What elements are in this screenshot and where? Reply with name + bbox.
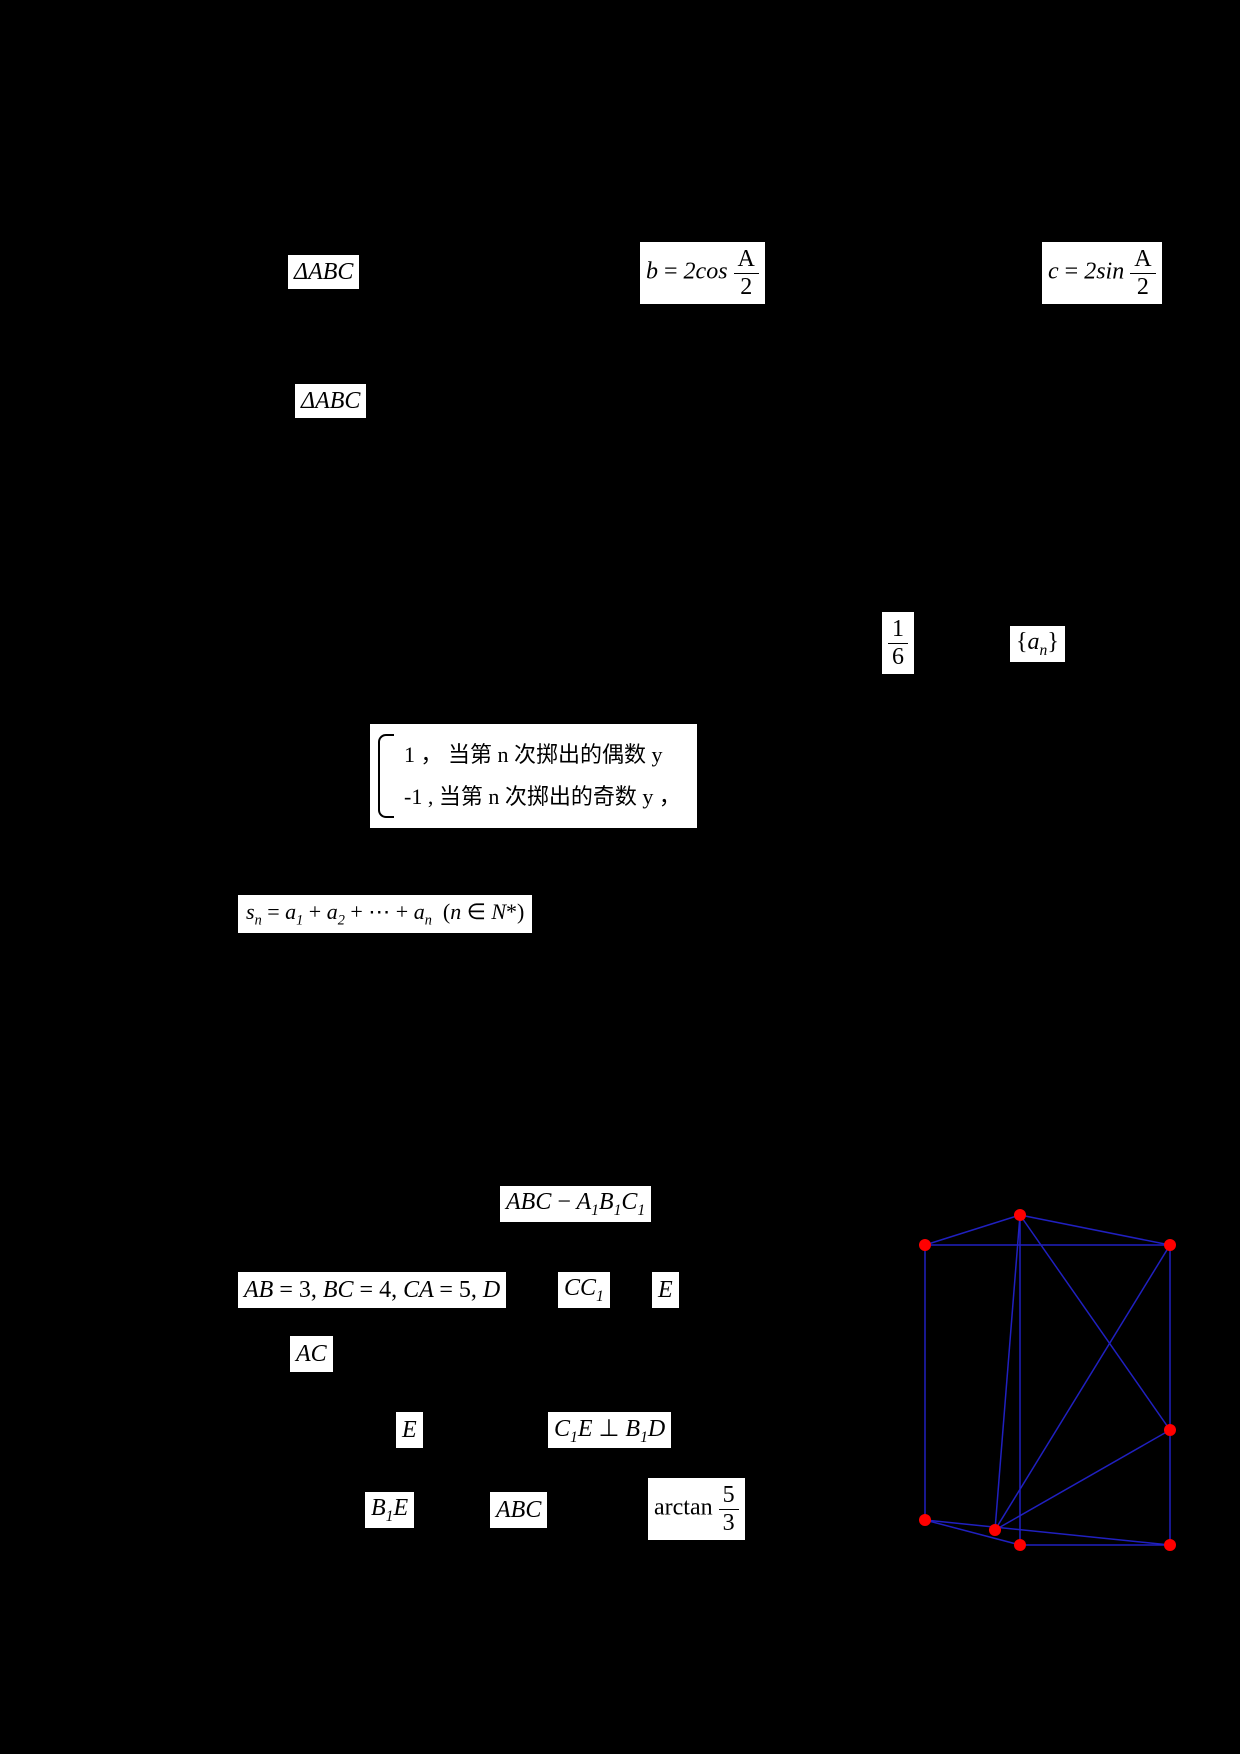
- arctan-num: 5: [719, 1482, 739, 1509]
- ac-label: AC: [290, 1336, 333, 1372]
- c-frac-num: A: [1130, 246, 1155, 273]
- c-frac-den: 2: [1133, 274, 1153, 300]
- c-rhs-prefix: 2sin: [1084, 259, 1124, 285]
- e-label-1: E: [652, 1272, 679, 1308]
- prism-diagram: [880, 1185, 1220, 1575]
- cc1-label: CC1: [558, 1272, 610, 1308]
- piecewise-row2: -1 , 当第 n 次掷出的奇数 y ，: [404, 776, 681, 818]
- c-equation: c = 2sin A 2: [1042, 242, 1162, 304]
- e-label-2: E: [396, 1412, 423, 1448]
- piecewise-definition: 1 ， 当第 n 次掷出的偶数 y -1 , 当第 n 次掷出的奇数 y ，: [370, 724, 697, 828]
- one-sixth: 1 6: [882, 612, 914, 674]
- perp-relation: C1E ⊥ B1D: [548, 1412, 671, 1448]
- one-sixth-num: 1: [888, 616, 908, 643]
- prism-label: ABC − A1B1C1: [500, 1186, 651, 1222]
- delta-abc-1: ΔABC: [288, 255, 359, 289]
- an-sequence: {an}: [1010, 626, 1065, 662]
- arctan-den: 3: [719, 1510, 739, 1536]
- piecewise-row1: 1 ， 当第 n 次掷出的偶数 y: [404, 734, 681, 776]
- b-equation: b = 2cos A 2: [640, 242, 765, 304]
- abc-plane: ABC: [490, 1492, 547, 1528]
- sn-definition: sn = a1 + a2 + ⋯ + an (n ∈ N*): [238, 895, 532, 933]
- sides-label: AB = 3, BC = 4, CA = 5, D: [238, 1272, 506, 1308]
- arctan-prefix: arctan: [654, 1495, 713, 1521]
- b-var: b: [646, 259, 658, 285]
- b1e-label: B1E: [365, 1492, 414, 1528]
- b-rhs-prefix: 2cos: [684, 259, 728, 285]
- c-var: c: [1048, 259, 1059, 285]
- delta-abc-2: ΔABC: [295, 384, 366, 418]
- arctan-expr: arctan 5 3: [648, 1478, 745, 1540]
- b-frac-den: 2: [736, 274, 756, 300]
- b-frac-num: A: [734, 246, 759, 273]
- one-sixth-den: 6: [888, 644, 908, 670]
